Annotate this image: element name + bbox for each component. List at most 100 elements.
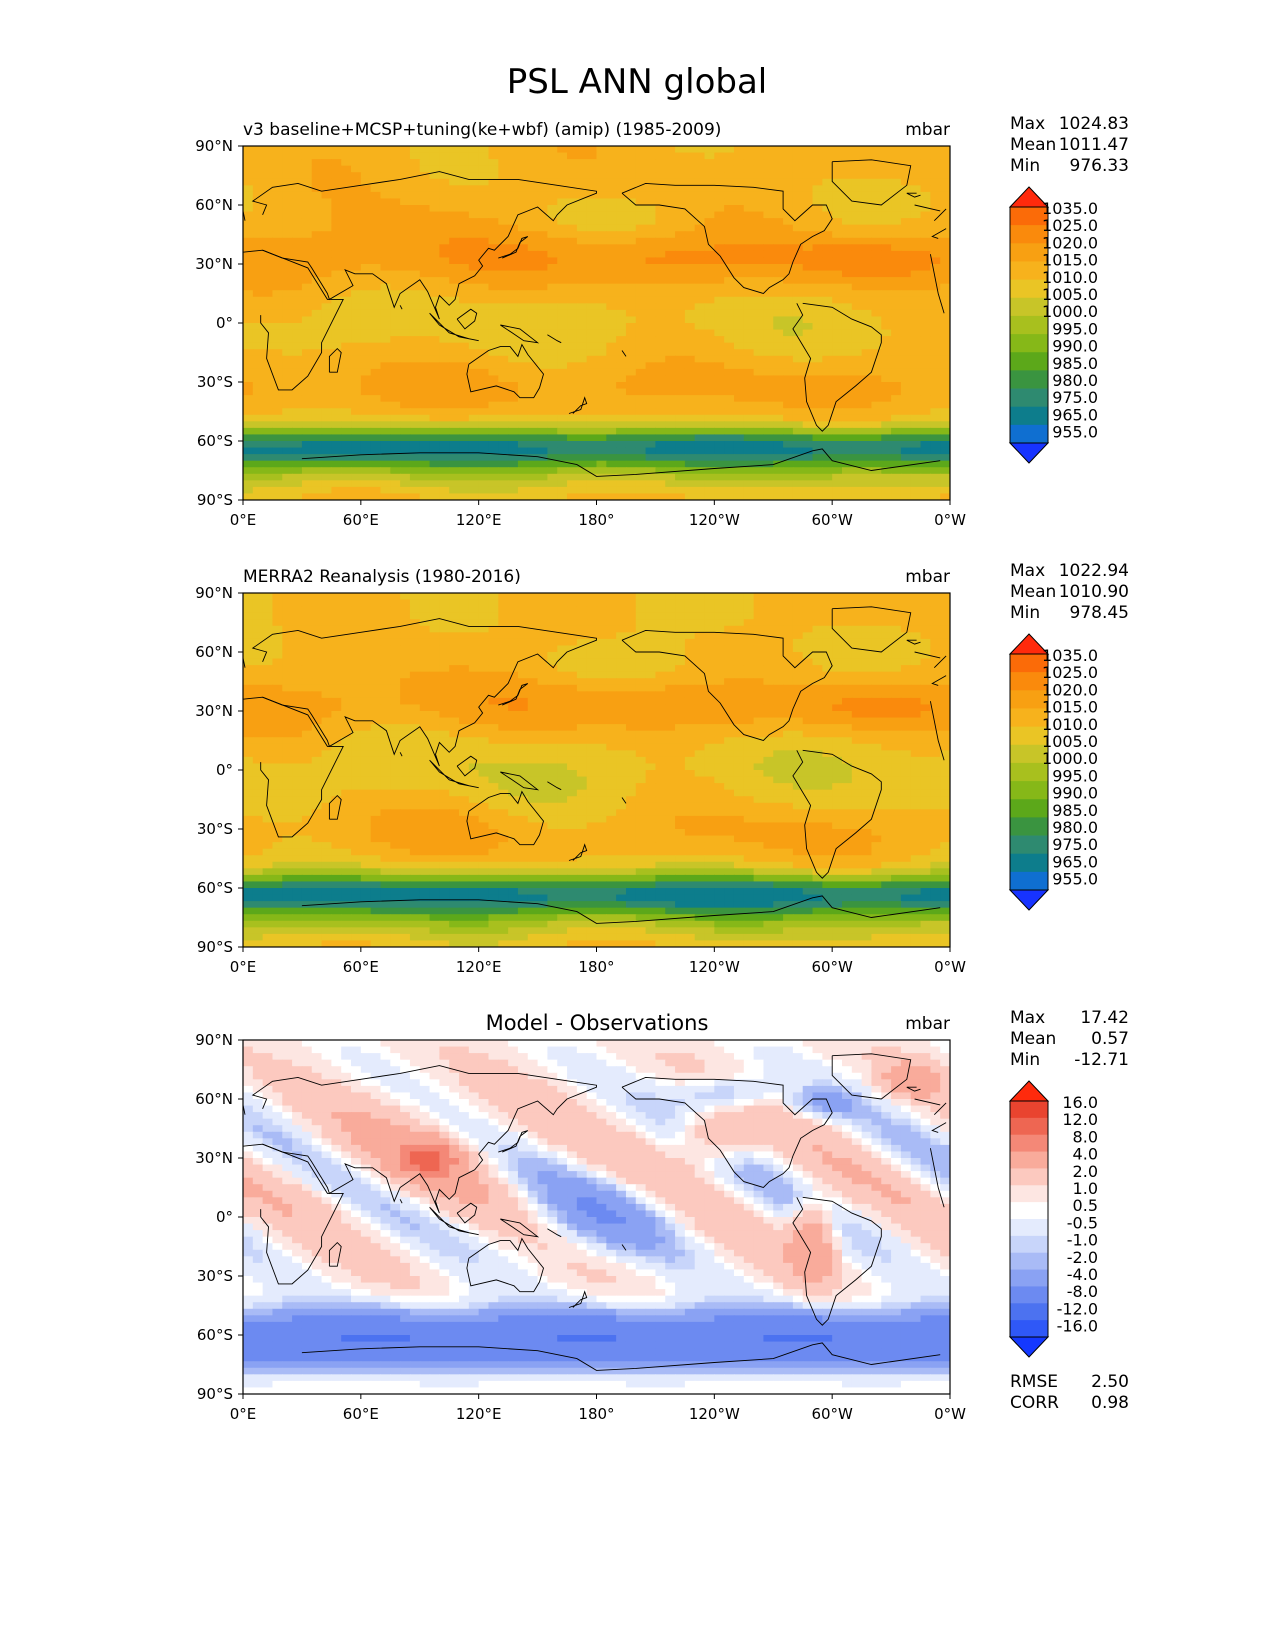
field-cell — [783, 606, 794, 614]
field-cell — [851, 671, 863, 679]
field-cell — [910, 473, 922, 481]
field-cell — [557, 678, 568, 686]
field-cell — [439, 473, 450, 481]
field-cell — [684, 362, 696, 370]
field-cell — [684, 606, 696, 614]
field-cell — [861, 309, 873, 318]
field-cell — [606, 401, 617, 409]
colorbar-segment — [1010, 243, 1048, 262]
field-cell — [400, 434, 411, 442]
field-cell — [527, 388, 539, 396]
field-cell — [753, 257, 765, 265]
field-cell — [940, 159, 950, 167]
field-cell — [891, 211, 902, 219]
field-cell — [557, 178, 568, 186]
colorbar-level-label: 980.0 — [1052, 371, 1098, 390]
field-cell — [468, 244, 480, 252]
field-cell — [606, 441, 617, 449]
field-cell — [675, 375, 686, 383]
field-cell — [586, 178, 598, 186]
field-cell — [351, 211, 362, 219]
field-cell — [321, 205, 332, 213]
field-cell — [321, 257, 332, 265]
field-cell — [616, 480, 627, 488]
field-cell — [851, 277, 863, 285]
field-cell — [930, 303, 941, 311]
field-cell — [449, 665, 460, 673]
field-cell — [684, 645, 696, 653]
field-cell — [724, 658, 735, 666]
field-cell — [871, 368, 882, 377]
field-cell — [439, 638, 450, 647]
field-cell — [910, 665, 922, 673]
field-cell — [684, 382, 696, 390]
field-cell — [449, 244, 460, 252]
field-cell — [714, 368, 725, 377]
field-cell — [871, 172, 882, 180]
field-cell — [586, 454, 598, 462]
field-cell — [802, 414, 814, 422]
field-cell — [449, 460, 460, 468]
field-cell — [517, 408, 529, 416]
field-cell — [243, 625, 254, 633]
field-cell — [282, 159, 293, 167]
field-cell — [262, 257, 274, 265]
field-cell — [635, 678, 647, 686]
field-cell — [321, 336, 332, 344]
field-cell — [292, 244, 303, 252]
field-cell — [792, 665, 804, 673]
field-cell — [832, 638, 843, 647]
field-cell — [743, 454, 755, 462]
field-cell — [675, 303, 686, 311]
field-cell — [861, 152, 873, 160]
field-cell — [390, 652, 401, 660]
field-cell — [812, 401, 823, 409]
field-cell — [301, 329, 313, 337]
field-cell — [900, 264, 912, 272]
field-cell — [586, 606, 598, 614]
field-cell — [547, 323, 558, 331]
field-cell — [940, 316, 950, 324]
field-cell — [429, 296, 440, 304]
field-cell — [684, 612, 696, 620]
field-cell — [645, 205, 657, 213]
field-cell — [891, 146, 902, 154]
field-cell — [390, 382, 401, 390]
field-cell — [802, 486, 814, 495]
field-cell — [439, 237, 450, 245]
field-cell — [832, 264, 843, 272]
field-cell — [243, 593, 254, 601]
field-cell — [370, 309, 382, 318]
field-cell — [645, 645, 657, 653]
field-cell — [370, 296, 382, 304]
field-cell — [301, 309, 313, 318]
field-cell — [606, 658, 617, 666]
field-cell — [891, 303, 902, 311]
field-cell — [537, 460, 548, 468]
field-cell — [822, 290, 833, 298]
field-cell — [684, 309, 696, 318]
field-cell — [586, 185, 598, 193]
field-cell — [468, 606, 480, 614]
field-cell — [478, 388, 490, 396]
field-cell — [802, 678, 814, 686]
field-cell — [419, 270, 431, 278]
field-cell — [616, 172, 627, 180]
field-cell — [733, 264, 745, 272]
field-cell — [665, 323, 676, 331]
field-cell — [341, 172, 352, 180]
field-cell — [773, 264, 784, 272]
field-cell — [900, 198, 912, 206]
field-cell — [606, 460, 617, 468]
field-cell — [655, 368, 666, 377]
field-cell — [684, 191, 696, 200]
field-cell — [714, 178, 725, 186]
field-cell — [301, 638, 313, 647]
field-cell — [891, 290, 902, 298]
field-cell — [292, 290, 303, 298]
field-cell — [900, 159, 912, 167]
field-cell — [802, 257, 814, 265]
field-cell — [881, 178, 892, 186]
field-cell — [488, 612, 499, 620]
field-cell — [557, 454, 568, 462]
